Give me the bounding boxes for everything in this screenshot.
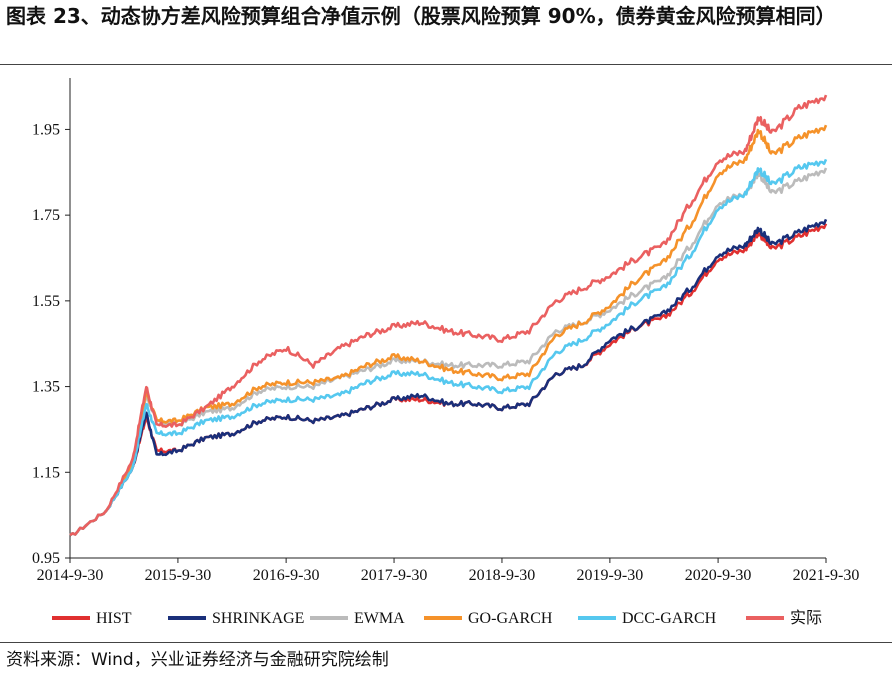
chart-legend: HIST SHRINKAGE EWMA GO-GARCH DCC-GARCH 实际 bbox=[52, 609, 822, 627]
tick-labels: 0.95 1.15 1.35 1.55 1.75 1.95 2014-9-30 2015-9-… bbox=[32, 121, 859, 584]
x-tick-label: 2020-9-30 bbox=[685, 567, 752, 584]
legend-label: SHRINKAGE bbox=[212, 610, 304, 627]
legend-label: GO-GARCH bbox=[468, 610, 553, 627]
series-line-3 bbox=[69, 124, 828, 537]
title-divider bbox=[0, 64, 892, 65]
x-tick-label: 2014-9-30 bbox=[37, 567, 104, 584]
x-tick-label: 2017-9-30 bbox=[361, 567, 428, 584]
x-tick-label: 2015-9-30 bbox=[145, 567, 212, 584]
x-tick-label: 2019-9-30 bbox=[577, 567, 644, 584]
series-line-2 bbox=[69, 167, 828, 537]
legend-label: DCC-GARCH bbox=[622, 610, 717, 627]
y-tick-label: 1.35 bbox=[32, 379, 60, 396]
legend-label: EWMA bbox=[354, 610, 405, 627]
y-tick-label: 1.75 bbox=[32, 207, 60, 224]
x-tick-label: 2016-9-30 bbox=[253, 567, 320, 584]
series-line-1 bbox=[69, 218, 828, 537]
legend-label: 实际 bbox=[790, 609, 822, 627]
line-chart: 0.95 1.15 1.35 1.55 1.75 1.95 2014-9-30 2015-9-… bbox=[32, 78, 859, 627]
series-lines bbox=[69, 94, 828, 537]
chart-axes bbox=[65, 78, 827, 563]
x-tick-label: 2021-9-30 bbox=[793, 567, 860, 584]
series-line-4 bbox=[69, 158, 828, 537]
series-line-0 bbox=[69, 223, 828, 537]
y-tick-label: 0.95 bbox=[32, 550, 60, 567]
source-note: 资料来源：Wind，兴业证券经济与金融研究院绘制 bbox=[6, 650, 389, 670]
x-tick-label: 2018-9-30 bbox=[469, 567, 536, 584]
y-tick-label: 1.55 bbox=[32, 293, 60, 310]
y-tick-label: 1.95 bbox=[32, 121, 60, 138]
chart-title: 图表 23、动态协方差风险预算组合净值示例（股票风险预算 90%，债券黄金风险预… bbox=[6, 4, 836, 28]
series-line-5 bbox=[69, 94, 828, 537]
y-tick-label: 1.15 bbox=[32, 464, 60, 481]
source-divider bbox=[0, 642, 892, 643]
legend-label: HIST bbox=[96, 610, 132, 627]
